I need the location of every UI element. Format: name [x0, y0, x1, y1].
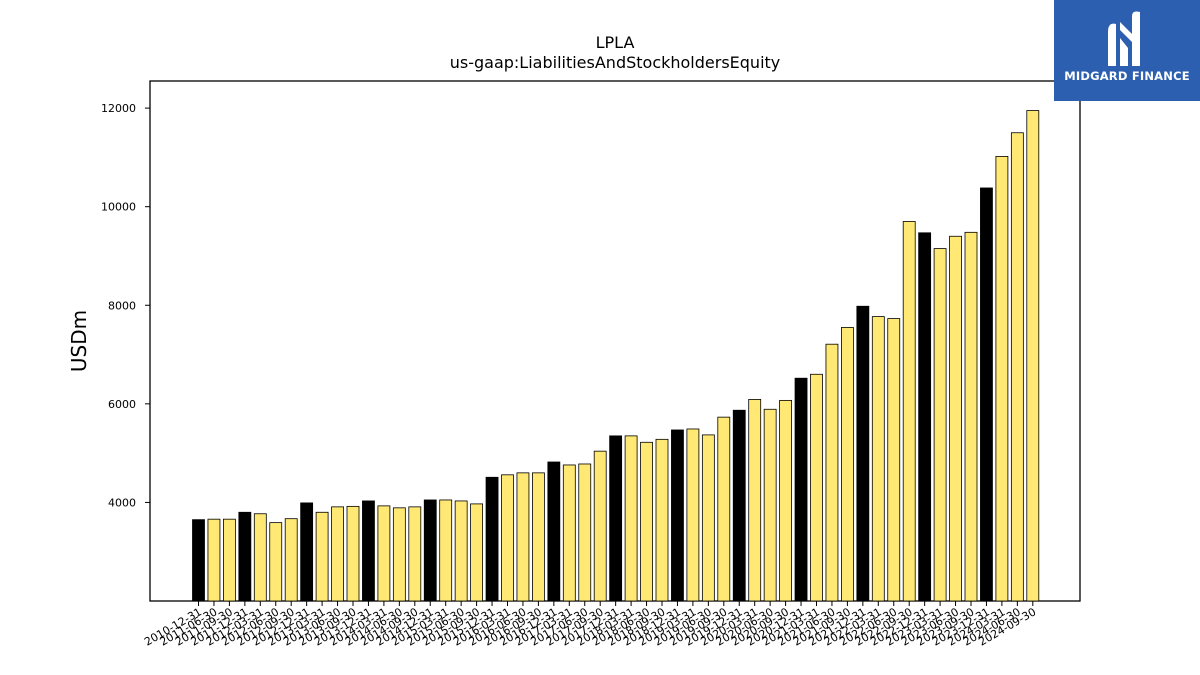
bar-2010-12-31 — [192, 519, 205, 602]
bar-2016-09-30 — [532, 472, 545, 602]
bar-2013-12-31 — [362, 500, 375, 602]
y-axis-label: USDm — [67, 310, 91, 372]
bar-2022-03-31 — [871, 316, 885, 602]
bar-2018-09-30 — [655, 438, 669, 602]
bar-2017-03-31 — [562, 464, 576, 602]
bar-2016-12-31 — [547, 461, 561, 602]
bar-2018-12-31 — [671, 429, 684, 602]
bar-2021-03-31 — [810, 373, 823, 602]
y-tick-label: 12000 — [101, 102, 136, 115]
bar-2016-03-31 — [501, 474, 514, 602]
bar-2017-06-30 — [578, 463, 592, 602]
bar-2011-12-31 — [238, 511, 252, 602]
bar-2012-12-31 — [300, 502, 314, 602]
y-tick-label: 6000 — [108, 398, 136, 411]
bar-2023-03-31 — [933, 248, 947, 602]
y-axis-ticks: 4000 6000 8000 10000 12000 — [101, 102, 150, 509]
bar-2012-06-30 — [269, 522, 283, 602]
bar-2020-06-30 — [763, 408, 777, 602]
bar-2014-09-30 — [408, 506, 422, 602]
brand-name: MIDGARD FINANCE — [1064, 69, 1190, 83]
brand-logo: MIDGARD FINANCE — [1054, 0, 1200, 101]
bar-2023-12-31 — [980, 187, 993, 602]
bar-2022-06-30 — [887, 318, 901, 602]
bar-2020-12-31 — [794, 377, 808, 602]
bar-2021-06-30 — [825, 343, 839, 602]
bar-2012-09-30 — [284, 518, 298, 602]
bar-2015-09-30 — [470, 503, 484, 602]
bar-2024-09-30 — [1026, 110, 1040, 602]
bar-2018-06-30 — [640, 441, 653, 602]
bar-2024-06-30 — [1010, 132, 1024, 602]
bar-2014-12-31 — [423, 499, 437, 602]
bar-2012-03-31 — [253, 513, 267, 602]
bar-2021-09-30 — [841, 327, 854, 602]
x-axis-ticks: 2010-12-312011-06-302011-09-302011-12-31… — [142, 601, 1038, 649]
y-tick-label: 4000 — [108, 496, 136, 509]
bar-2011-09-30 — [222, 518, 236, 602]
bar-2018-03-31 — [624, 435, 638, 602]
bar-2017-12-31 — [609, 435, 623, 602]
bar-2019-03-31 — [686, 428, 700, 602]
bar-2019-06-30 — [701, 434, 715, 602]
bars-group — [192, 110, 1040, 602]
bar-2021-12-31 — [856, 305, 870, 602]
bar-2022-09-30 — [902, 221, 916, 602]
bar-2016-06-30 — [516, 472, 530, 602]
bar-2013-06-30 — [331, 506, 344, 602]
bar-2015-06-30 — [454, 500, 468, 602]
bar-2022-12-31 — [918, 232, 932, 602]
chart-title: LPLA — [596, 33, 635, 52]
bar-2023-06-30 — [949, 235, 962, 602]
bar-2014-06-30 — [392, 507, 406, 602]
bar-2023-09-30 — [964, 231, 978, 602]
bar-2013-03-31 — [315, 511, 329, 602]
midgard-logo-icon — [1108, 11, 1140, 66]
bar-2019-09-30 — [717, 416, 731, 602]
bar-2024-03-31 — [995, 156, 1009, 602]
bar-2019-12-31 — [732, 409, 746, 602]
y-tick-label: 8000 — [108, 299, 136, 312]
bar-2014-03-31 — [377, 505, 391, 602]
bar-2020-09-30 — [779, 399, 792, 602]
bar-2015-12-31 — [485, 476, 499, 602]
bar-2011-06-30 — [207, 518, 221, 602]
bar-2015-03-31 — [439, 499, 453, 602]
bar-2020-03-31 — [748, 399, 762, 602]
chart-subtitle: us-gaap:LiabilitiesAndStockholdersEquity — [450, 53, 781, 72]
y-tick-label: 10000 — [101, 201, 136, 214]
bar-2017-09-30 — [593, 450, 607, 602]
bar-2013-09-30 — [346, 505, 360, 602]
